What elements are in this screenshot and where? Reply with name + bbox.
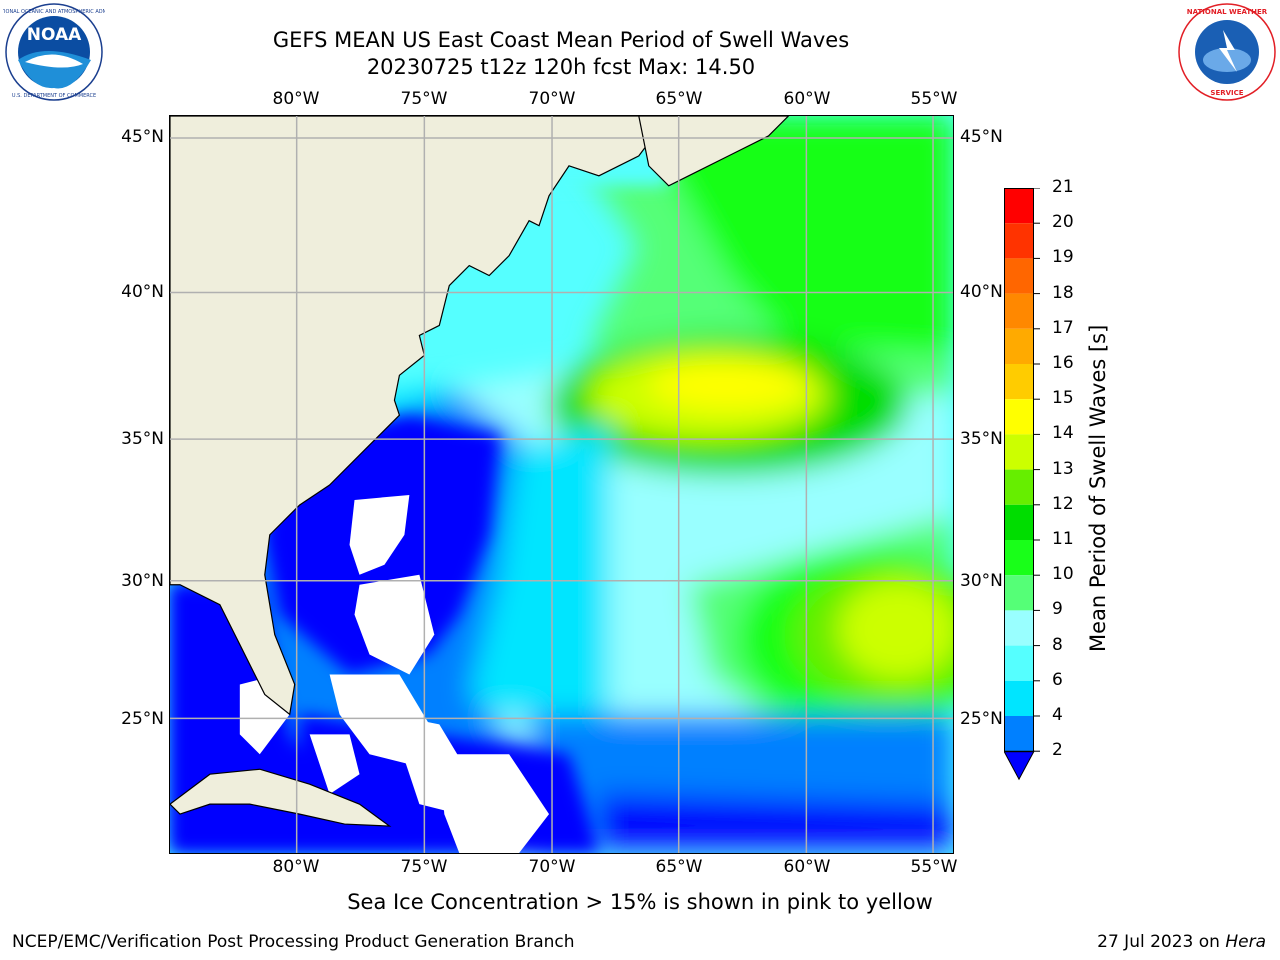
colorbar-tick-label: 14 — [1052, 423, 1074, 444]
lon-label-bottom-65w: 65°W — [655, 857, 703, 877]
colorbar — [1004, 188, 1040, 781]
colorbar-segment — [1004, 469, 1034, 505]
colorbar-segment — [1004, 258, 1034, 294]
lon-label-bottom-80w: 80°W — [272, 857, 320, 877]
footer-credit: NCEP/EMC/Verification Post Processing Pr… — [12, 932, 575, 952]
colorbar-segment — [1004, 645, 1034, 681]
svg-text:NATIONAL WEATHER: NATIONAL WEATHER — [1187, 8, 1268, 16]
graticule — [170, 116, 953, 853]
colorbar-tick-label: 21 — [1052, 177, 1074, 197]
colorbar-tick-label: 2 — [1052, 740, 1063, 761]
colorbar-tick-label: 13 — [1052, 458, 1074, 479]
land-north-america — [170, 116, 670, 716]
colorbar-segment — [1004, 399, 1034, 435]
lat-label-right-40n: 40°N — [960, 282, 1003, 302]
lon-label-top-70w: 70°W — [528, 89, 576, 109]
lon-label-top-75w: 75°W — [400, 89, 448, 109]
land-nova-scotia — [638, 116, 790, 187]
colorbar-tick-label: 15 — [1052, 388, 1074, 409]
svg-text:NATIONAL OCEANIC AND ATMOSPHER: NATIONAL OCEANIC AND ATMOSPHERIC ADMIN. — [3, 9, 105, 15]
colorbar-tick-label: 8 — [1052, 634, 1063, 655]
land-cuba — [170, 768, 392, 827]
colorbar-segment — [1004, 610, 1034, 646]
colorbar-segment — [1004, 293, 1034, 329]
lat-label-left-30n: 30°N — [121, 571, 164, 591]
lon-label-top-65w: 65°W — [655, 89, 703, 109]
lat-label-right-30n: 30°N — [960, 571, 1003, 591]
svg-text:SERVICE: SERVICE — [1210, 89, 1243, 97]
colorbar-tick-label: 18 — [1052, 282, 1074, 303]
lat-label-left-25n: 25°N — [121, 709, 164, 729]
colorbar-tick-label: 19 — [1052, 247, 1074, 268]
colorbar-segment — [1004, 716, 1034, 752]
colorbar-tick-label: 10 — [1052, 564, 1074, 585]
nws-logo: NATIONAL WEATHER SERVICE — [1178, 3, 1276, 101]
colorbar-segment — [1004, 575, 1034, 611]
colorbar-tick-label: 16 — [1052, 353, 1074, 373]
no-data-patches — [239, 494, 550, 853]
noaa-logo-text: NOAA — [27, 25, 82, 45]
colorbar-segment — [1004, 188, 1034, 224]
lat-label-right-25n: 25°N — [960, 709, 1003, 729]
colorbar-tick-label: 11 — [1052, 529, 1074, 549]
footer-date-text: 27 Jul 2023 on — [1097, 932, 1220, 952]
colorbar-tick-label: 6 — [1052, 669, 1063, 690]
colorbar-segment — [1004, 680, 1034, 716]
map-panel[interactable] — [169, 115, 954, 854]
lon-label-top-60w: 60°W — [783, 89, 831, 109]
colorbar-tick-label: 17 — [1052, 317, 1074, 338]
colorbar-segment — [1004, 328, 1034, 364]
lat-label-left-45n: 45°N — [121, 127, 164, 147]
colorbar-tick-label: 20 — [1052, 212, 1074, 233]
colorbar-segment — [1004, 434, 1034, 470]
chart-title: GEFS MEAN US East Coast Mean Period of S… — [272, 28, 850, 52]
lon-label-bottom-75w: 75°W — [400, 857, 448, 877]
colorbar-tick-label: 4 — [1052, 705, 1063, 725]
footer-host: Hera — [1225, 932, 1266, 952]
sea-ice-note: Sea Ice Concentration > 15% is shown in … — [347, 890, 933, 914]
chart-subtitle: 20230725 t12z 120h fcst Max: 14.50 — [366, 55, 756, 79]
lon-label-top-55w: 55°W — [910, 89, 958, 109]
lon-label-bottom-70w: 70°W — [528, 857, 576, 877]
colorbar-segment — [1004, 504, 1034, 540]
svg-text:U.S. DEPARTMENT OF COMMERCE: U.S. DEPARTMENT OF COMMERCE — [12, 93, 96, 99]
lat-label-left-35n: 35°N — [121, 429, 164, 449]
colorbar-segment — [1004, 364, 1034, 400]
colorbar-tick-label: 12 — [1052, 493, 1074, 514]
colorbar-tick-label: 9 — [1052, 599, 1063, 620]
lat-label-right-45n: 45°N — [960, 127, 1003, 147]
footer-date: 27 Jul 2023 on Hera — [1097, 932, 1266, 952]
colorbar-label: Mean Period of Swell Waves [s] — [1086, 324, 1110, 652]
lat-label-left-40n: 40°N — [121, 282, 164, 302]
colorbar-frame — [1004, 188, 1034, 753]
lon-label-bottom-60w: 60°W — [783, 857, 831, 877]
colorbar-extend-min — [1004, 750, 1035, 781]
lon-label-bottom-55w: 55°W — [910, 857, 958, 877]
lon-label-top-80w: 80°W — [272, 89, 320, 109]
noaa-logo: NOAA NATIONAL OCEANIC AND ATMOSPHERIC AD… — [3, 3, 105, 101]
colorbar-segment — [1004, 540, 1034, 576]
lat-label-right-35n: 35°N — [960, 429, 1003, 449]
colorbar-segment — [1004, 223, 1034, 259]
